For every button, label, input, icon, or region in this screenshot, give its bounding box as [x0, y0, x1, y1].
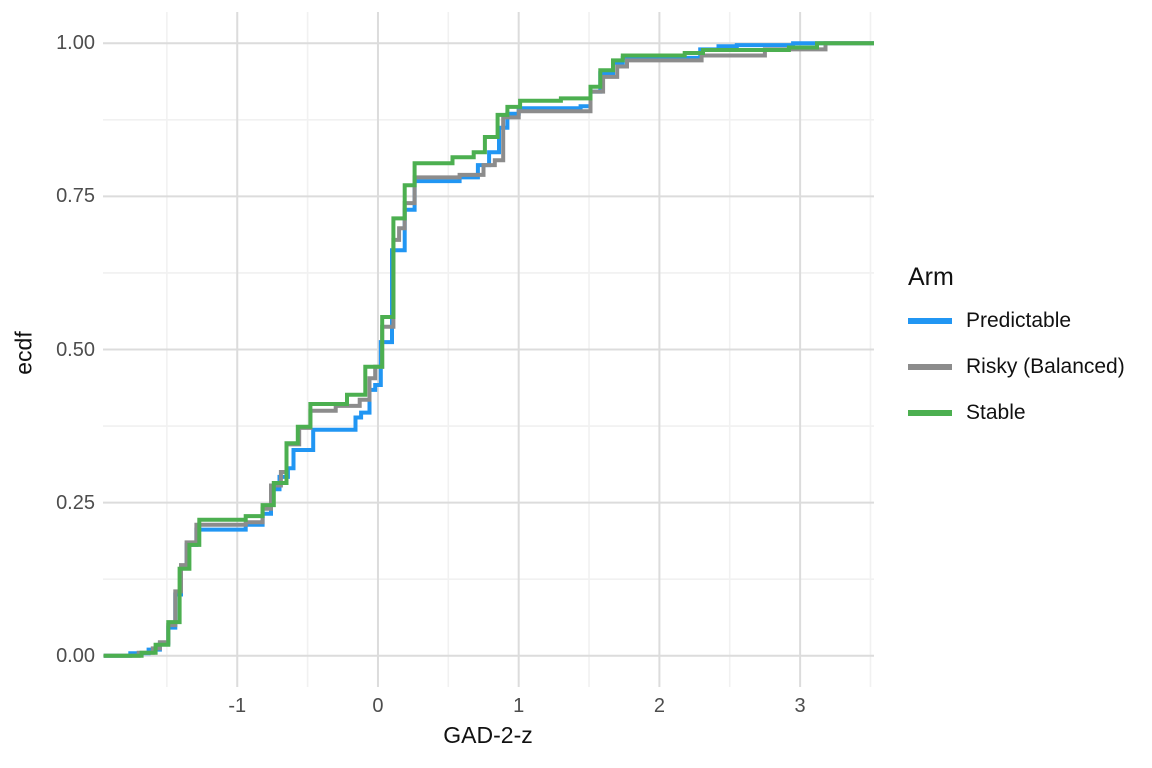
series-line-risky-balanced	[103, 41, 874, 658]
y-tick-label-0.75: 0.75	[56, 185, 95, 208]
legend-title: Arm	[908, 263, 954, 291]
legend-entry-stable: Stable	[908, 400, 1152, 426]
series-line-stable	[103, 41, 874, 658]
y-tick-label-0.50: 0.50	[56, 338, 95, 361]
legend-label-risky-balanced: Risky (Balanced)	[966, 355, 1125, 378]
legend-key-line-risky-balanced	[908, 364, 952, 370]
legend-entry-predictable: Predictable	[908, 308, 1152, 334]
legend-label-predictable: Predictable	[966, 309, 1072, 332]
y-tick-label-1.00: 1.00	[56, 32, 95, 55]
y-axis-title: ecdf	[10, 331, 37, 375]
x-tick-label-3: 3	[794, 695, 806, 717]
legend: Arm Predictable Risky (Balanced) Stable	[908, 262, 1152, 446]
y-tick-label-0.25: 0.25	[56, 491, 95, 514]
legend-key-line-predictable	[908, 318, 952, 324]
x-tick-label-0: 0	[372, 695, 384, 717]
x-axis-title: GAD-2-z	[443, 722, 533, 748]
legend-label-stable: Stable	[966, 401, 1026, 424]
x-tick-label-1: 1	[513, 695, 525, 717]
legend-entry-risky-balanced: Risky (Balanced)	[908, 354, 1152, 380]
legend-key-line-stable	[908, 410, 952, 416]
x-tick-label--1: -1	[228, 695, 247, 717]
x-tick-label-2: 2	[653, 695, 665, 717]
y-tick-label-0.00: 0.00	[56, 644, 95, 667]
